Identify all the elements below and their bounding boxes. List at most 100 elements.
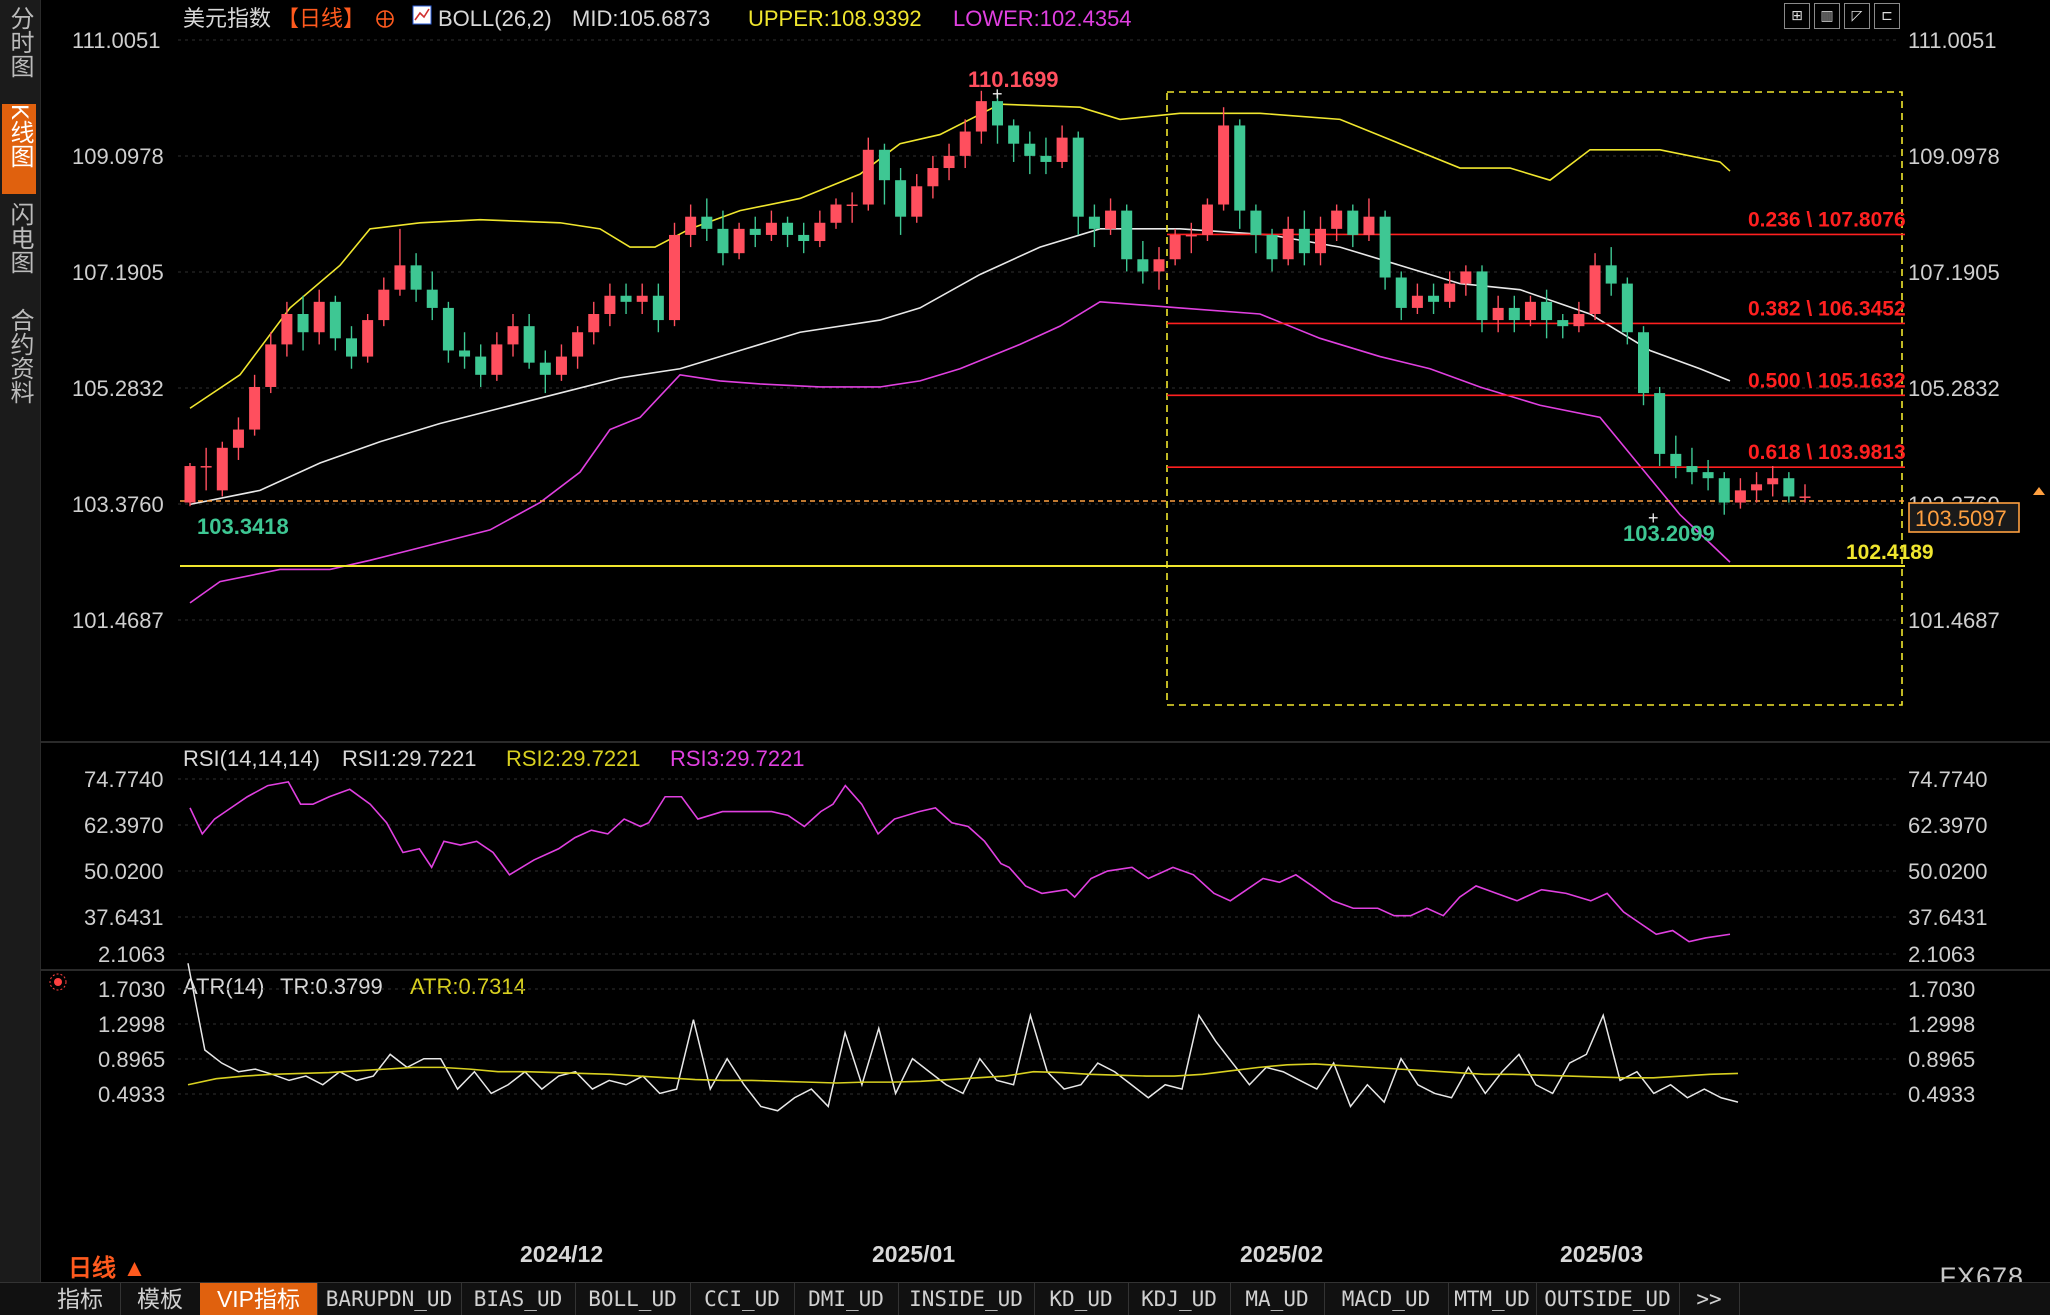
candle-body[interactable] — [1072, 137, 1084, 217]
sidebar-item-lightning[interactable]: 闪电图 — [2, 202, 36, 292]
candle-body[interactable] — [846, 204, 858, 207]
candle-body[interactable] — [1492, 307, 1504, 321]
candle-body[interactable] — [1541, 301, 1553, 321]
candle-body[interactable] — [878, 149, 890, 181]
candle-body[interactable] — [620, 295, 632, 302]
candle-body[interactable] — [539, 362, 551, 375]
candle-body[interactable] — [814, 222, 826, 242]
candle-body[interactable] — [1783, 478, 1795, 497]
indicator-tab-vip指标[interactable]: VIP指标 — [200, 1283, 318, 1315]
candle-body[interactable] — [1201, 204, 1213, 235]
candle-body[interactable] — [1234, 125, 1246, 211]
indicator-tab-mtm_ud[interactable]: MTM_UD — [1448, 1283, 1537, 1315]
line-chart-icon[interactable]: ◸ — [1844, 3, 1870, 29]
sidebar-item-contract-info[interactable]: 合约资料 — [2, 308, 36, 428]
indicator-tab-指标[interactable]: 指标 — [40, 1283, 121, 1315]
candle-body[interactable] — [1056, 137, 1068, 162]
candle-body[interactable] — [927, 168, 939, 187]
candle-body[interactable] — [313, 301, 325, 333]
candle-body[interactable] — [1638, 332, 1649, 394]
candle-body[interactable] — [1524, 301, 1536, 321]
indicator-tab-kdj_ud[interactable]: KDJ_UD — [1128, 1283, 1231, 1315]
candle-body[interactable] — [717, 228, 729, 254]
candle-body[interactable] — [216, 447, 228, 491]
candle-body[interactable] — [943, 155, 955, 169]
candle-body[interactable] — [1460, 271, 1472, 284]
candle-body[interactable] — [1557, 320, 1569, 327]
candle-body[interactable] — [507, 326, 519, 345]
candle-body[interactable] — [1105, 210, 1117, 229]
candle-body[interactable] — [1428, 295, 1440, 302]
candle-body[interactable] — [701, 216, 713, 229]
candle-body[interactable] — [1508, 307, 1520, 321]
candle-body[interactable] — [249, 386, 261, 430]
candle-body[interactable] — [555, 356, 567, 375]
candle-body[interactable] — [1250, 210, 1262, 235]
indicator-tab-ma_ud[interactable]: MA_UD — [1230, 1283, 1325, 1315]
candle-body[interactable] — [442, 307, 454, 351]
candle-body[interactable] — [1379, 216, 1391, 278]
indicator-tab-模板[interactable]: 模板 — [120, 1283, 201, 1315]
sidebar-item-kline[interactable]: K线图 — [2, 104, 36, 194]
indicator-tab-barupdn_ud[interactable]: BARUPDN_UD — [317, 1283, 462, 1315]
candle-body[interactable] — [1702, 472, 1714, 479]
candle-body[interactable] — [765, 222, 777, 235]
candle-body[interactable] — [1218, 125, 1230, 205]
indicator-chart-icon[interactable] — [412, 5, 432, 25]
candle-body[interactable] — [394, 265, 406, 290]
candle-body[interactable] — [1395, 277, 1407, 308]
indicator-tab-macd_ud[interactable]: MACD_UD — [1324, 1283, 1449, 1315]
candle-body[interactable] — [1621, 283, 1633, 333]
candle-body[interactable] — [1008, 125, 1020, 144]
candle-body[interactable] — [636, 295, 648, 302]
candle-body[interactable] — [523, 326, 535, 363]
candle-body[interactable] — [959, 131, 971, 156]
candle-body[interactable] — [1444, 283, 1456, 302]
candle-body[interactable] — [1266, 234, 1278, 260]
candle-body[interactable] — [1670, 453, 1682, 467]
candle-body[interactable] — [1751, 484, 1763, 491]
candle-body[interactable] — [652, 295, 664, 321]
candle-body[interactable] — [1298, 228, 1310, 254]
candle-body[interactable] — [378, 289, 390, 321]
candle-body[interactable] — [362, 320, 374, 357]
chart-area[interactable]: 美元指数 【日线】 BOLL(26,2) MID:105.6873 UPPER:… — [40, 0, 2050, 1282]
candle-body[interactable] — [685, 216, 697, 235]
candle-body[interactable] — [1605, 265, 1617, 284]
candle-body[interactable] — [265, 344, 277, 387]
candle-body[interactable] — [426, 289, 438, 308]
candle-body[interactable] — [281, 313, 293, 345]
indicator-tab-bias_ud[interactable]: BIAS_UD — [461, 1283, 576, 1315]
candle-body[interactable] — [992, 101, 1003, 126]
candle-body[interactable] — [862, 149, 874, 205]
candle-body[interactable] — [1024, 143, 1036, 156]
candle-body[interactable] — [895, 180, 907, 217]
period-selector[interactable]: 日线 ▲ — [68, 1255, 147, 1282]
candle-body[interactable] — [1411, 295, 1423, 308]
sidebar-item-timeshare[interactable]: 分时图 — [2, 6, 36, 92]
candle-body[interactable] — [1315, 228, 1326, 254]
candle-chart-icon[interactable]: ⊏ — [1874, 3, 1900, 29]
candle-body[interactable] — [232, 429, 244, 448]
grid-icon[interactable]: ⊞ — [1784, 3, 1810, 29]
candle-body[interactable] — [1169, 234, 1181, 260]
indicator-tab-inside_ud[interactable]: INSIDE_UD — [898, 1283, 1035, 1315]
indicator-tab-outside_ud[interactable]: OUTSIDE_UD — [1536, 1283, 1680, 1315]
candle-body[interactable] — [1573, 313, 1585, 327]
indicator-tab-boll_ud[interactable]: BOLL_UD — [575, 1283, 691, 1315]
candle-body[interactable] — [572, 332, 584, 357]
scroll-up-icon[interactable] — [2033, 487, 2045, 495]
indicator-tab-kd_ud[interactable]: KD_UD — [1034, 1283, 1129, 1315]
bar-chart-icon[interactable]: ▥ — [1814, 3, 1840, 29]
candle-body[interactable] — [1347, 210, 1359, 235]
indicator-tab-dmi_ud[interactable]: DMI_UD — [794, 1283, 899, 1315]
candle-body[interactable] — [346, 338, 357, 357]
candle-body[interactable] — [410, 265, 422, 290]
candle-body[interactable] — [911, 186, 923, 217]
candle-body[interactable] — [604, 295, 616, 314]
candle-body[interactable] — [1185, 234, 1197, 237]
candle-body[interactable] — [1654, 393, 1666, 454]
candle-body[interactable] — [1040, 155, 1052, 162]
candle-body[interactable] — [798, 234, 810, 242]
candle-body[interactable] — [1282, 228, 1294, 260]
